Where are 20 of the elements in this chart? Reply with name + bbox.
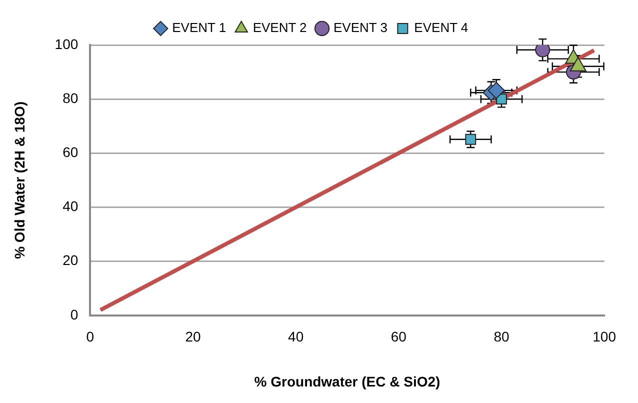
legend-label: EVENT 4 [414, 20, 468, 36]
x-tick-label: 0 [86, 328, 94, 345]
point [488, 82, 505, 99]
y-tick-label: 60 [62, 144, 78, 160]
x-tick-label: 40 [288, 328, 304, 345]
x-tick-label: 20 [185, 328, 201, 345]
legend-label: EVENT 3 [334, 20, 388, 36]
x-axis-title: % Groundwater (EC & SiO2) [254, 373, 440, 390]
legend-label: EVENT 2 [252, 20, 307, 36]
y-tick-label: 20 [62, 252, 78, 268]
y-tick-label: 100 [54, 36, 78, 52]
x-tick-label: 100 [592, 328, 616, 345]
x-tick-label: 60 [390, 328, 407, 345]
y-tick-label: 40 [62, 198, 78, 214]
y-axis-title: % Old Water (2H & 18O) [11, 101, 28, 259]
legend-label: EVENT 1 [172, 20, 226, 36]
point [465, 134, 476, 145]
y-tick-label: 80 [62, 90, 78, 106]
x-tick-label: 80 [494, 328, 510, 345]
y-tick-label: 0 [70, 306, 78, 322]
